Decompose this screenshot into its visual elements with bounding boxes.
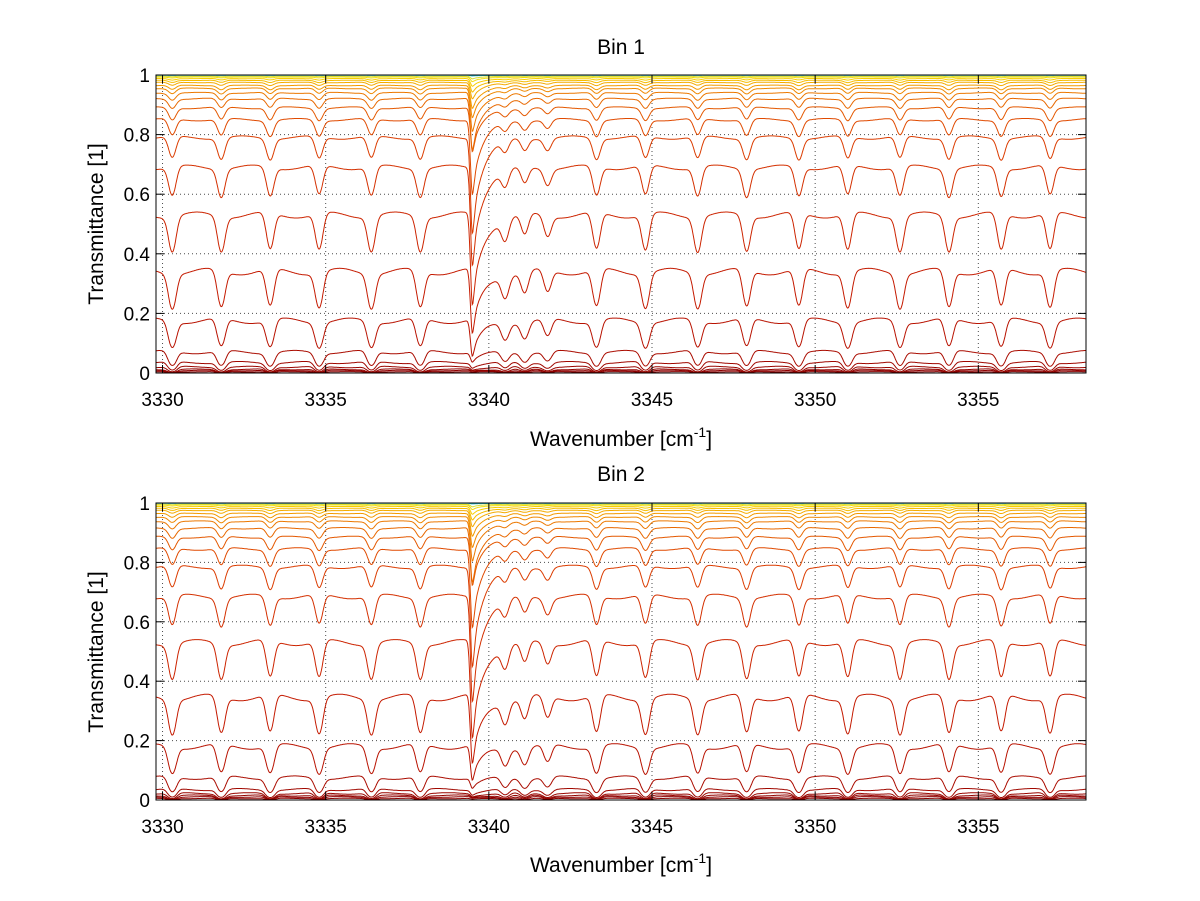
transmittance-series-line	[156, 365, 1087, 373]
transmittance-series-line	[155, 743, 1087, 782]
transmittance-series-line	[156, 84, 1086, 109]
transmittance-series-line	[156, 117, 1087, 196]
transmittance-series-line	[156, 349, 1086, 367]
transmittance-series-line	[156, 106, 1087, 153]
transmittance-series-line	[155, 775, 1086, 794]
transmittance-series-line	[156, 535, 1086, 587]
x-tick-label: 3335	[305, 817, 347, 838]
transmittance-series-line	[156, 797, 1086, 801]
y-tick-label: 0.2	[124, 304, 150, 325]
chart-panel-bin-1: 3330 3335 3340 3345 3350 3355 0 0.2 0.4 0.6 0.8 1 B…	[85, 36, 1087, 451]
transmittance-series-line	[156, 788, 1087, 798]
x-tick-label: 3340	[468, 390, 510, 411]
transmittance-series-line	[156, 87, 1086, 119]
transmittance-series-line	[156, 547, 1087, 630]
transmittance-series-line	[156, 520, 1086, 562]
transmittance-series-line	[156, 507, 1086, 521]
transmittance-series-line	[156, 504, 1086, 510]
x-tick-label: 3345	[631, 390, 673, 411]
y-tick-label: 0.2	[124, 732, 150, 753]
transmittance-series-line	[156, 369, 1086, 374]
transmittance-series-line	[155, 693, 1087, 765]
transmittance-series-line	[156, 78, 1086, 87]
x-tick-label: 3335	[305, 390, 347, 411]
x-tick-label: 3350	[794, 817, 836, 838]
transmittance-series-line	[155, 97, 1087, 151]
x-axis-label: Wavenumber [cm-1]	[530, 850, 712, 877]
transmittance-series-line	[155, 267, 1087, 335]
y-axis-label: Transmittance [1]	[85, 143, 108, 304]
transmittance-series-line	[155, 593, 1087, 704]
transmittance-series-line	[155, 211, 1086, 307]
y-tick-label: 0.6	[124, 185, 150, 206]
x-tick-label: 3355	[957, 817, 999, 838]
x-tick-label: 3350	[794, 390, 836, 411]
x-tick-label: 3330	[141, 817, 183, 838]
y-tick-label: 0	[139, 364, 150, 385]
y-tick-label: 1	[139, 494, 150, 515]
transmittance-series-line	[156, 317, 1087, 358]
plot-frame	[155, 74, 1087, 374]
y-tick-label: 1	[139, 66, 150, 87]
transmittance-series-line	[156, 796, 1086, 801]
transmittance-series-line	[156, 512, 1086, 537]
y-tick-label: 0.8	[124, 553, 150, 574]
y-tick-label: 0.4	[124, 245, 151, 266]
transmittance-series-line	[156, 503, 1086, 508]
transmittance-series-line	[156, 515, 1087, 549]
transmittance-series-line	[155, 564, 1087, 669]
transmittance-series-line	[156, 76, 1086, 83]
plot-frame	[155, 502, 1087, 801]
x-tick-label: 3345	[631, 817, 673, 838]
y-axis-label: Transmittance [1]	[85, 571, 108, 732]
transmittance-series-line	[155, 526, 1087, 584]
transmittance-series-line	[156, 794, 1086, 800]
x-tick-label: 3330	[141, 390, 183, 411]
transmittance-series-line	[156, 368, 1086, 374]
chart-title: Bin 2	[597, 463, 645, 486]
x-tick-label: 3355	[957, 390, 999, 411]
chart-title: Bin 1	[597, 36, 645, 59]
transmittance-series-line	[156, 79, 1086, 93]
transmittance-series-line	[155, 371, 1086, 374]
plot-area	[155, 74, 1087, 374]
x-tick-label: 3340	[468, 817, 510, 838]
transmittance-series-line	[156, 75, 1086, 80]
transmittance-series-line	[155, 360, 1087, 371]
transmittance-series-line	[155, 164, 1087, 267]
y-tick-label: 0.4	[124, 672, 151, 693]
y-tick-label: 0.6	[124, 613, 150, 634]
transmittance-series-line	[156, 81, 1086, 100]
chart-panel-bin-2: 3330 3335 3340 3345 3350 3355 0 0.2 0.4 0.6 0.8 1 B…	[85, 463, 1087, 877]
transmittance-series-line	[155, 135, 1087, 236]
transmittance-series-line	[155, 639, 1087, 740]
transmittance-series-line	[156, 792, 1086, 800]
x-axis-label: Wavenumber [cm-1]	[530, 424, 712, 451]
transmittance-series-line	[156, 506, 1086, 515]
transmittance-series-line	[155, 91, 1086, 133]
transmittance-curves	[155, 74, 1087, 374]
transmittance-series-line	[156, 509, 1086, 528]
y-tick-label: 0	[139, 791, 150, 812]
y-tick-label: 0.8	[124, 126, 150, 147]
